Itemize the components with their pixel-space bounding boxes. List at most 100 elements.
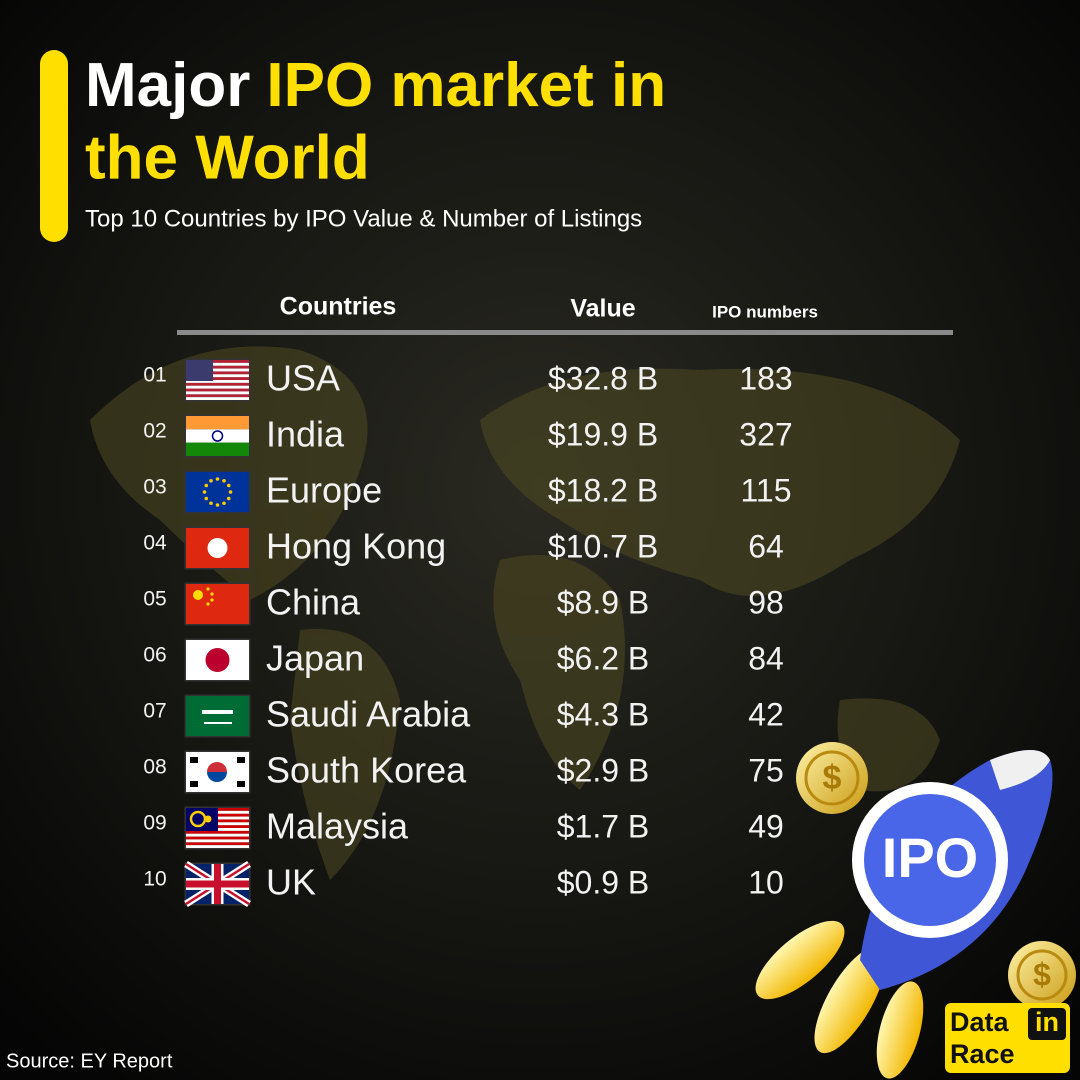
rank: 09 bbox=[143, 812, 166, 835]
flag-part bbox=[215, 477, 220, 481]
table-row: 04 Hong Kong $10.7 B 64 bbox=[143, 526, 784, 570]
flag-part bbox=[202, 710, 233, 714]
country: UK bbox=[266, 862, 316, 903]
flag-part bbox=[237, 781, 245, 787]
ipo-value: $1.7 B bbox=[557, 808, 650, 844]
table-row: 08 South Korea $2.9 B 75 bbox=[143, 750, 784, 794]
table-row: 05 China $8.9 B 98 bbox=[143, 582, 784, 626]
flag-part bbox=[190, 757, 198, 763]
flag-part bbox=[186, 374, 249, 378]
table-row: 10 UK $0.9 B 10 bbox=[143, 861, 784, 907]
flag-part bbox=[186, 382, 249, 386]
ipo-value: $0.9 B bbox=[557, 864, 650, 900]
flag-part bbox=[186, 880, 249, 888]
rocket-illustration: IPO $ $ bbox=[755, 742, 1076, 1079]
flag-part bbox=[186, 429, 249, 443]
flag-part bbox=[204, 483, 209, 488]
flag-part bbox=[186, 696, 249, 736]
ipo-value: $32.8 B bbox=[548, 360, 658, 396]
flag-part bbox=[206, 602, 210, 606]
ipo-count: 42 bbox=[748, 696, 784, 732]
flag-part bbox=[186, 368, 249, 372]
flag-part bbox=[222, 501, 226, 506]
flag-part bbox=[186, 360, 213, 381]
coin-symbol: $ bbox=[1033, 956, 1051, 992]
flag bbox=[184, 526, 251, 570]
ipo-value: $18.2 B bbox=[548, 472, 658, 508]
flag bbox=[184, 582, 251, 626]
flag-part bbox=[207, 538, 228, 558]
flag-part bbox=[186, 833, 249, 837]
table-row: 03 Europe $18.2 B 115 bbox=[143, 470, 792, 514]
flag-part bbox=[186, 584, 249, 624]
title-part: the World bbox=[85, 123, 370, 192]
ipo-count: 75 bbox=[748, 752, 784, 788]
rank: 05 bbox=[143, 588, 166, 611]
flag-part bbox=[215, 503, 220, 507]
rank: 04 bbox=[143, 532, 167, 555]
flag-part bbox=[186, 360, 249, 363]
rank: 08 bbox=[143, 756, 166, 779]
flag-part bbox=[186, 842, 249, 846]
rank: 06 bbox=[143, 644, 166, 667]
flag bbox=[184, 358, 251, 402]
flag-part bbox=[186, 416, 249, 430]
country: India bbox=[266, 414, 345, 455]
subtitle: Top 10 Countries by IPO Value & Number o… bbox=[85, 205, 642, 232]
flag-part bbox=[237, 757, 245, 763]
ipo-value: $19.9 B bbox=[548, 416, 658, 452]
header-rule bbox=[177, 330, 953, 335]
flag-part bbox=[186, 830, 249, 834]
flag-part bbox=[186, 362, 249, 366]
title-part: IPO market in bbox=[266, 51, 666, 120]
flag bbox=[184, 861, 251, 907]
ipo-count: 84 bbox=[748, 640, 784, 676]
title-part: Major bbox=[85, 51, 250, 120]
flag-part bbox=[186, 442, 249, 456]
flag-part bbox=[186, 388, 249, 392]
flag bbox=[184, 470, 251, 514]
flag-part bbox=[186, 365, 249, 369]
ipo-count: 49 bbox=[748, 808, 784, 844]
flag-part bbox=[186, 394, 249, 398]
flag-part bbox=[186, 845, 249, 848]
flag-part bbox=[207, 762, 227, 772]
ipo-value: $10.7 B bbox=[548, 528, 658, 564]
country: Saudi Arabia bbox=[266, 694, 471, 735]
country: Hong Kong bbox=[266, 526, 446, 567]
flag-part bbox=[186, 397, 249, 400]
rank: 03 bbox=[143, 476, 166, 499]
flag-part bbox=[202, 490, 207, 494]
rank: 07 bbox=[143, 700, 166, 723]
country: China bbox=[266, 582, 361, 623]
ipo-count: 115 bbox=[740, 472, 791, 508]
ipo-count: 327 bbox=[739, 416, 792, 452]
table-body: 01 USA $32.8 B 183 02 India $19.9 B 327 03 Europe… bbox=[143, 358, 793, 907]
source: Source: EY Report bbox=[6, 1050, 173, 1072]
flag-part bbox=[186, 839, 249, 843]
flag-part bbox=[190, 781, 198, 787]
ipo-count: 98 bbox=[748, 584, 784, 620]
table-row: 02 India $19.9 B 327 bbox=[143, 414, 793, 458]
flag bbox=[184, 414, 251, 458]
column-header: Countries bbox=[280, 293, 397, 321]
flag-part bbox=[186, 371, 249, 375]
rank: 10 bbox=[143, 868, 166, 891]
flag-part bbox=[186, 380, 249, 383]
ipo-value: $8.9 B bbox=[557, 584, 650, 620]
table-row: 07 Saudi Arabia $4.3 B 42 bbox=[143, 694, 784, 738]
flag-part bbox=[204, 722, 232, 724]
ipo-value: $6.2 B bbox=[557, 640, 650, 676]
ipo-count: 10 bbox=[748, 864, 784, 900]
flag-part bbox=[228, 490, 233, 494]
country: Malaysia bbox=[266, 806, 409, 847]
flag-part bbox=[193, 590, 203, 600]
flag-part bbox=[186, 836, 249, 840]
column-header: IPO numbers bbox=[712, 302, 818, 321]
flag bbox=[184, 694, 251, 738]
flag-part bbox=[226, 483, 231, 488]
country: USA bbox=[266, 358, 340, 399]
logo-text: in bbox=[1035, 1007, 1059, 1037]
flag-part bbox=[204, 815, 212, 823]
